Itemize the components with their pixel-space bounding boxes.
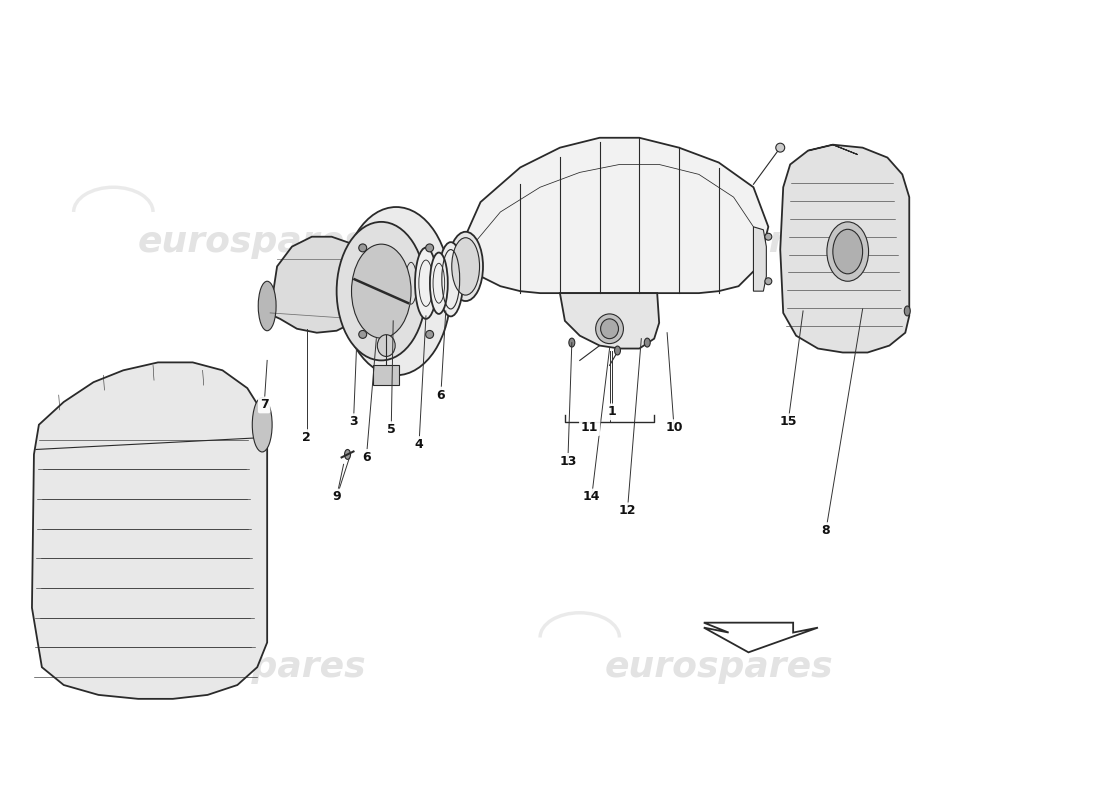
Ellipse shape: [764, 278, 772, 285]
Ellipse shape: [764, 234, 772, 240]
Text: 8: 8: [822, 524, 830, 537]
Ellipse shape: [337, 222, 426, 361]
Polygon shape: [373, 366, 399, 385]
Ellipse shape: [361, 258, 378, 320]
Text: 3: 3: [349, 415, 358, 428]
Text: 1: 1: [607, 406, 616, 418]
Text: 10: 10: [666, 422, 683, 434]
Polygon shape: [461, 138, 768, 293]
Ellipse shape: [449, 232, 483, 301]
Polygon shape: [261, 237, 373, 333]
Ellipse shape: [827, 222, 869, 282]
Ellipse shape: [833, 230, 862, 274]
Polygon shape: [560, 293, 659, 349]
Ellipse shape: [615, 346, 620, 355]
Ellipse shape: [352, 244, 411, 338]
Text: 5: 5: [387, 423, 396, 436]
Text: eurospares: eurospares: [604, 650, 833, 684]
Ellipse shape: [377, 334, 395, 357]
Ellipse shape: [439, 242, 463, 316]
Ellipse shape: [645, 338, 650, 347]
Text: eurospares: eurospares: [138, 650, 366, 684]
Ellipse shape: [904, 306, 910, 316]
Text: 11: 11: [581, 422, 598, 434]
Ellipse shape: [359, 330, 366, 338]
Text: 4: 4: [415, 438, 424, 451]
Ellipse shape: [776, 143, 784, 152]
Text: 13: 13: [559, 455, 576, 468]
Ellipse shape: [452, 238, 480, 295]
Ellipse shape: [596, 314, 624, 343]
Ellipse shape: [569, 338, 575, 347]
Ellipse shape: [430, 253, 448, 314]
Ellipse shape: [258, 282, 276, 330]
Polygon shape: [754, 227, 767, 291]
Text: eurospares: eurospares: [138, 225, 366, 258]
Text: 7: 7: [260, 398, 268, 411]
Polygon shape: [808, 145, 858, 154]
Polygon shape: [780, 145, 910, 353]
Text: eurospares: eurospares: [604, 225, 833, 258]
Polygon shape: [704, 622, 818, 652]
Ellipse shape: [601, 319, 618, 338]
Ellipse shape: [252, 398, 272, 452]
Ellipse shape: [359, 244, 366, 252]
Text: 15: 15: [780, 415, 796, 428]
Ellipse shape: [426, 330, 433, 338]
Text: 2: 2: [302, 431, 311, 444]
Ellipse shape: [403, 251, 420, 315]
Ellipse shape: [342, 207, 451, 375]
Text: 6: 6: [437, 389, 446, 402]
Ellipse shape: [344, 450, 351, 459]
Text: 9: 9: [332, 490, 341, 503]
Polygon shape: [32, 362, 267, 699]
Text: 14: 14: [583, 490, 601, 503]
Text: 6: 6: [362, 451, 371, 464]
Ellipse shape: [426, 244, 433, 252]
Text: 12: 12: [618, 504, 636, 518]
Ellipse shape: [415, 248, 437, 319]
